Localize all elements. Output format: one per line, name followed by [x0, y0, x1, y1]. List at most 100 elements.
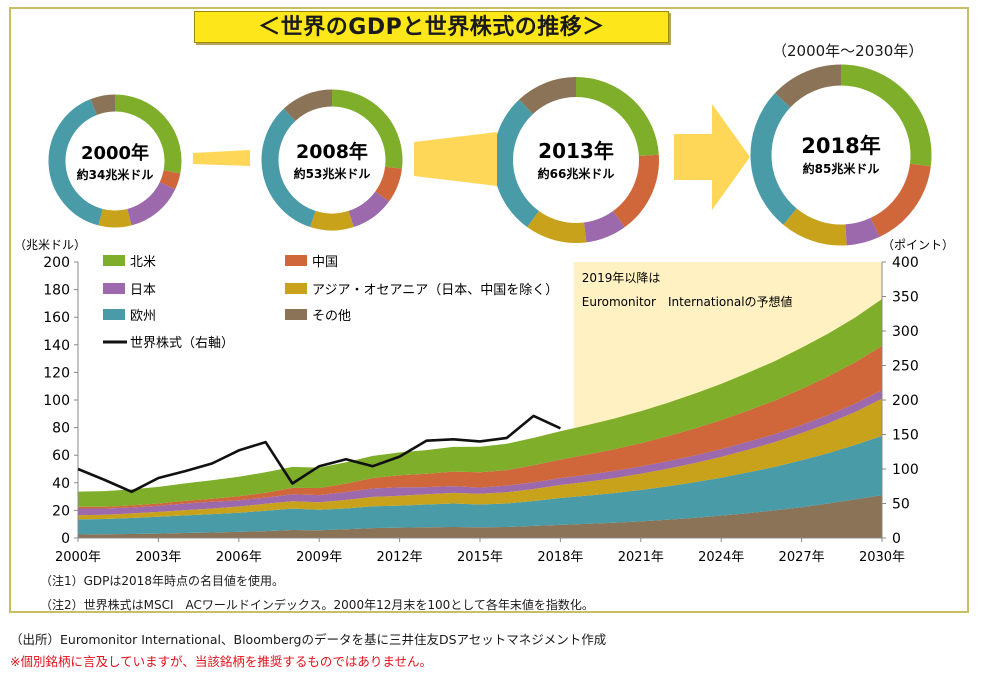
area-series [78, 398, 882, 520]
donut-slice [783, 208, 847, 246]
x-tick-label: 2012年 [377, 550, 423, 565]
note-2: （注2）世界株式はMSCI ACワールドインデックス。2000年12月末を100… [40, 598, 594, 612]
period-label: （2000年～2030年） [772, 42, 924, 60]
donut-hole [514, 98, 638, 222]
donut-total-label: 約34兆米ドル [77, 167, 154, 182]
x-tick-label: 2018年 [537, 550, 583, 565]
donut-year-label: 2008年 [296, 140, 368, 163]
legend-swatch [285, 309, 307, 320]
left-tick-label: 160 [43, 310, 70, 326]
donut-slice [519, 77, 577, 115]
donut-slice [775, 64, 842, 108]
x-tick-label: 2024年 [698, 550, 744, 565]
donut-slice [98, 208, 132, 228]
area-series [78, 495, 882, 538]
donut-slice [493, 99, 540, 228]
right-tick-label: 350 [892, 290, 919, 306]
donut-total-label: 約53兆米ドル [294, 166, 371, 181]
donut-year-label: 2000年 [81, 142, 149, 164]
area-series [78, 390, 882, 516]
right-tick-label: 150 [892, 428, 919, 444]
donut-slice [612, 154, 659, 228]
left-tick-label: 200 [43, 255, 70, 271]
legend-item: 欧州 [103, 309, 156, 324]
donut-slice [310, 210, 354, 231]
stock-index-line [77, 414, 561, 494]
left-tick-label: 180 [43, 283, 70, 299]
donut-slice [261, 108, 316, 228]
legend-item: 日本 [103, 283, 156, 298]
right-tick-label: 200 [892, 393, 919, 409]
forecast-note: Euromonitor Internationalの予想値 [582, 294, 793, 309]
donut-slice [375, 166, 402, 202]
donut-slice [750, 93, 797, 225]
legend-swatch [285, 255, 307, 266]
legend-label: 日本 [130, 283, 156, 298]
growth-arrow [414, 132, 497, 186]
right-tick-label: 300 [892, 324, 919, 340]
disclaimer-text: ※個別銘柄に言及していますが、当該銘柄を推奨するものではありません。 [10, 654, 432, 669]
donut-slice [348, 191, 390, 228]
legend-item: その他 [285, 309, 351, 324]
right-tick-label: 250 [892, 359, 919, 375]
left-tick-label: 140 [43, 338, 70, 354]
legend-item: アジア・オセアニア（日本、中国を除く） [285, 283, 558, 298]
donut-hole [279, 107, 385, 213]
x-tick-label: 2027年 [779, 550, 825, 565]
legend-swatch [103, 255, 125, 266]
donut-slice [331, 89, 403, 169]
left-tick-label: 60 [52, 448, 70, 464]
legend-swatch [103, 309, 125, 320]
right-tick-label: 400 [892, 255, 919, 271]
area-series [78, 345, 882, 509]
donut-year-label: 2013年 [538, 139, 614, 163]
donut-slice [840, 64, 932, 167]
donut-slice [844, 217, 880, 246]
x-tick-label: 2015年 [457, 550, 503, 565]
legend-swatch [285, 283, 307, 294]
x-tick-label: 2009年 [296, 550, 342, 565]
chart-title: ＜世界のGDPと世界株式の推移＞ [194, 11, 669, 43]
left-tick-label: 0 [61, 531, 70, 547]
legend-label: その他 [312, 309, 351, 324]
legend-label: 北米 [130, 255, 156, 270]
donut-total-label: 約66兆米ドル [538, 166, 615, 181]
right-tick-label: 0 [892, 531, 901, 547]
legend-label: アジア・オセアニア（日本、中国を除く） [312, 283, 558, 298]
donut-slice [48, 99, 104, 226]
legend-label: 世界株式（右軸） [130, 336, 234, 351]
x-tick-label: 2003年 [135, 550, 181, 565]
donut-slice [575, 77, 659, 157]
donut-total-label: 約85兆米ドル [803, 161, 880, 176]
area-series [78, 299, 882, 507]
left-tick-label: 120 [43, 365, 70, 381]
right-tick-label: 50 [892, 497, 910, 513]
donut-slice [283, 89, 333, 122]
area-chart: 2019年以降は Euromonitor Internationalの予想値 0 20… [14, 238, 954, 565]
donut-slice [527, 210, 587, 243]
donut-slice [90, 94, 116, 116]
donut-slice [583, 210, 625, 243]
left-tick-label: 80 [52, 421, 70, 437]
growth-arrows [193, 104, 750, 210]
donut-slice [114, 94, 182, 174]
left-tick-label: 20 [52, 503, 70, 519]
donut-hole [66, 112, 164, 210]
left-axis-unit: （兆米ドル） [14, 238, 86, 252]
x-tick-label: 2030年 [859, 550, 905, 565]
right-tick-label: 100 [892, 462, 919, 478]
source-text: （出所）Euromonitor International、Bloombergの… [10, 632, 607, 647]
legend-item: 世界株式（右軸） [103, 336, 234, 351]
note-1: （注1）GDPは2018年時点の名目値を使用。 [40, 574, 284, 588]
forecast-note: 2019年以降は [582, 271, 661, 285]
donut-slice [870, 163, 931, 237]
left-tick-label: 100 [43, 393, 70, 409]
area-series [78, 435, 882, 535]
left-tick-label: 40 [52, 476, 70, 492]
